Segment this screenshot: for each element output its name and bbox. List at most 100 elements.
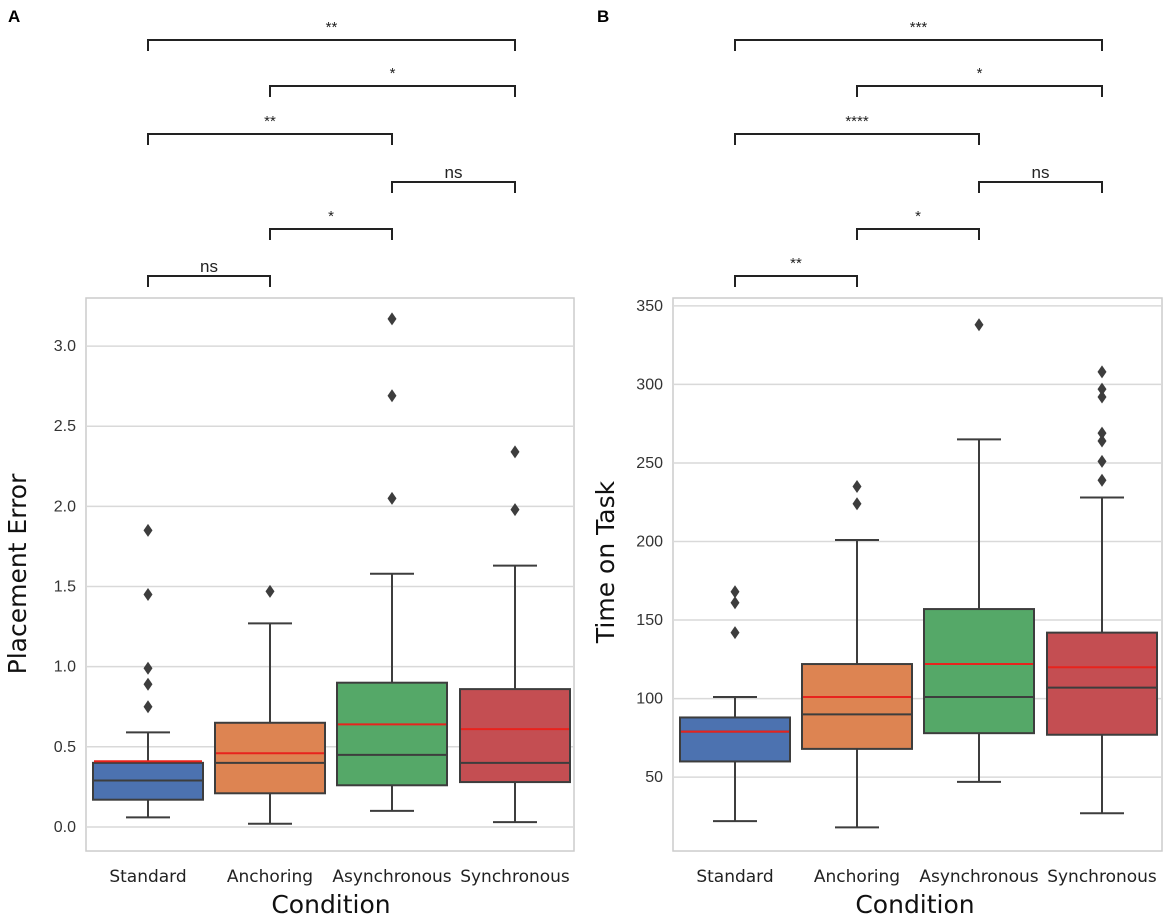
- significance-bracket: *: [856, 208, 980, 240]
- y-tick-label: 50: [645, 769, 663, 786]
- significance-bracket: **: [147, 113, 393, 145]
- y-tick-label: 0.5: [54, 739, 76, 756]
- bracket-line: [147, 133, 393, 145]
- bracket-line: [734, 39, 1103, 51]
- outlier-point: [143, 523, 153, 537]
- significance-bracket: ns: [391, 163, 516, 193]
- panel-letter: A: [8, 7, 20, 26]
- significance-bracket: *: [269, 208, 393, 240]
- bracket-line: [147, 39, 516, 51]
- outlier-point: [1097, 434, 1107, 448]
- y-tick-label: 0.0: [54, 819, 76, 836]
- y-tick-label: 100: [636, 691, 663, 708]
- x-tick-label: Synchronous: [1047, 867, 1157, 887]
- significance-label: **: [790, 255, 802, 272]
- bracket-line: [978, 181, 1103, 193]
- panel-b: B 50 100 150 200 250 300 350 Time on Task Conditi…: [591, 7, 1163, 919]
- significance-label: ns: [445, 163, 463, 182]
- y-tick-label: 2.5: [54, 418, 76, 435]
- y-axis-label: Time on Task: [591, 480, 620, 644]
- outlier-point: [387, 312, 397, 326]
- iqr-box: [679, 716, 791, 763]
- significance-bracket: *: [856, 65, 1103, 97]
- panel-letter: B: [597, 7, 609, 26]
- outlier-point: [143, 700, 153, 714]
- outlier-point: [852, 497, 862, 511]
- x-tick-label: Anchoring: [227, 867, 313, 887]
- iqr-box: [1046, 631, 1158, 736]
- x-tick-label: Standard: [696, 867, 773, 887]
- outlier-point: [852, 480, 862, 494]
- y-tick-label: 1.0: [54, 659, 76, 676]
- iqr-box: [336, 681, 448, 787]
- significance-label: *: [915, 208, 921, 225]
- outlier-point: [730, 585, 740, 599]
- outlier-point: [265, 584, 275, 598]
- outlier-point: [143, 661, 153, 675]
- outlier-point: [510, 445, 520, 459]
- significance-label: **: [326, 19, 338, 36]
- significance-bracket: ns: [978, 163, 1103, 193]
- box-synchronous: [1046, 365, 1158, 815]
- bracket-line: [147, 275, 271, 287]
- x-axis-label: Condition: [855, 890, 974, 919]
- box-asynchronous: [923, 318, 1035, 783]
- x-tick-label: Asynchronous: [919, 867, 1038, 887]
- outlier-point: [143, 677, 153, 691]
- outlier-point: [1097, 390, 1107, 404]
- significance-bracket: **: [147, 19, 516, 51]
- bracket-line: [269, 228, 393, 240]
- y-tick-label: 150: [636, 612, 663, 629]
- significance-bracket: ns: [147, 257, 271, 287]
- x-tick-label: Anchoring: [814, 867, 900, 887]
- y-tick-label: 300: [636, 376, 663, 393]
- bracket-line: [391, 181, 516, 193]
- panel-a: A 0.0 0.5 1.0 1.5 2.0 2.5 3.0 Placement Error Con…: [3, 7, 575, 919]
- outlier-point: [143, 588, 153, 602]
- significance-label: ns: [1032, 163, 1050, 182]
- significance-bracket: ****: [734, 113, 980, 145]
- significance-label: **: [264, 113, 276, 130]
- x-tick-label: Standard: [109, 867, 186, 887]
- outlier-point: [1097, 454, 1107, 468]
- bracket-line: [269, 85, 516, 97]
- bracket-line: [734, 275, 858, 287]
- y-tick-label: 200: [636, 534, 663, 551]
- significance-label: *: [390, 65, 396, 82]
- significance-label: *: [977, 65, 983, 82]
- outlier-point: [730, 626, 740, 640]
- significance-bracket: **: [734, 255, 858, 287]
- bracket-line: [856, 228, 980, 240]
- box-synchronous: [459, 445, 571, 824]
- y-tick-label: 1.5: [54, 579, 76, 596]
- x-axis-label: Condition: [271, 890, 390, 919]
- box-standard: [92, 523, 204, 819]
- outlier-point: [1097, 382, 1107, 396]
- outlier-point: [387, 389, 397, 403]
- plot-frame: [672, 297, 1163, 852]
- box-anchoring: [214, 584, 326, 825]
- significance-bracket: *: [269, 65, 516, 97]
- outlier-point: [1097, 426, 1107, 440]
- y-tick-label: 350: [636, 298, 663, 315]
- x-tick-label: Synchronous: [460, 867, 570, 887]
- plot-frame: [85, 297, 575, 852]
- bracket-line: [734, 133, 980, 145]
- y-tick-label: 250: [636, 455, 663, 472]
- iqr-box: [801, 663, 913, 750]
- outlier-point: [974, 318, 984, 332]
- outlier-point: [387, 491, 397, 505]
- iqr-box: [459, 688, 571, 784]
- box-standard: [679, 585, 791, 823]
- box-anchoring: [801, 480, 913, 829]
- significance-label: ***: [910, 19, 928, 36]
- significance-label: ****: [845, 113, 869, 130]
- significance-label: ns: [200, 257, 218, 276]
- y-axis-label: Placement Error: [3, 473, 32, 674]
- y-tick-label: 2.0: [54, 498, 76, 515]
- outlier-point: [510, 503, 520, 517]
- iqr-box: [923, 608, 1035, 735]
- outlier-point: [1097, 473, 1107, 487]
- significance-bracket: ***: [734, 19, 1103, 51]
